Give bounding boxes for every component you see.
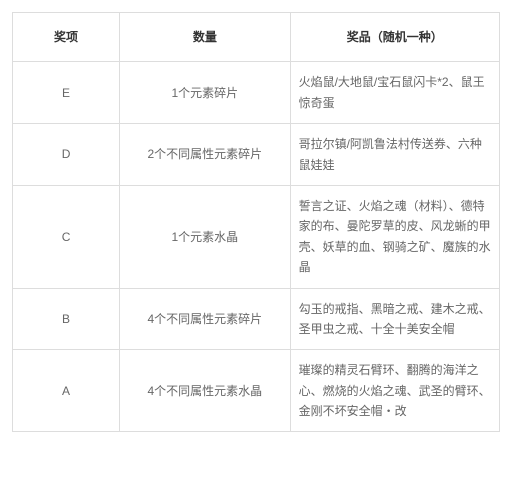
cell-prize: 勾玉的戒指、黑暗之戒、建木之戒、圣甲虫之戒、十全十美安全帽 bbox=[290, 288, 499, 350]
table-row: E 1个元素碎片 火焰鼠/大地鼠/宝石鼠闪卡*2、鼠王惊奇蛋 bbox=[13, 62, 500, 124]
table-row: A 4个不同属性元素水晶 璀璨的精灵石臂环、翻腾的海洋之心、燃烧的火焰之魂、武圣… bbox=[13, 350, 500, 432]
cell-award: B bbox=[13, 288, 120, 350]
rewards-table: 奖项 数量 奖品（随机一种） E 1个元素碎片 火焰鼠/大地鼠/宝石鼠闪卡*2、… bbox=[12, 12, 500, 432]
table-row: C 1个元素水晶 誓言之证、火焰之魂（材料）、德特家的布、曼陀罗草的皮、风龙蜥的… bbox=[13, 185, 500, 288]
cell-prize: 誓言之证、火焰之魂（材料）、德特家的布、曼陀罗草的皮、风龙蜥的甲壳、妖草的血、钢… bbox=[290, 185, 499, 288]
cell-quantity: 1个元素碎片 bbox=[120, 62, 290, 124]
cell-award: C bbox=[13, 185, 120, 288]
cell-quantity: 4个不同属性元素水晶 bbox=[120, 350, 290, 432]
cell-quantity: 4个不同属性元素碎片 bbox=[120, 288, 290, 350]
cell-award: D bbox=[13, 124, 120, 186]
cell-prize: 璀璨的精灵石臂环、翻腾的海洋之心、燃烧的火焰之魂、武圣的臂环、金刚不坏安全帽・改 bbox=[290, 350, 499, 432]
table-header-row: 奖项 数量 奖品（随机一种） bbox=[13, 13, 500, 62]
cell-award: A bbox=[13, 350, 120, 432]
header-award: 奖项 bbox=[13, 13, 120, 62]
header-quantity: 数量 bbox=[120, 13, 290, 62]
table-row: D 2个不同属性元素碎片 哥拉尔镇/阿凯鲁法村传送券、六种鼠娃娃 bbox=[13, 124, 500, 186]
cell-quantity: 2个不同属性元素碎片 bbox=[120, 124, 290, 186]
cell-prize: 哥拉尔镇/阿凯鲁法村传送券、六种鼠娃娃 bbox=[290, 124, 499, 186]
cell-award: E bbox=[13, 62, 120, 124]
cell-quantity: 1个元素水晶 bbox=[120, 185, 290, 288]
cell-prize: 火焰鼠/大地鼠/宝石鼠闪卡*2、鼠王惊奇蛋 bbox=[290, 62, 499, 124]
header-prize: 奖品（随机一种） bbox=[290, 13, 499, 62]
table-row: B 4个不同属性元素碎片 勾玉的戒指、黑暗之戒、建木之戒、圣甲虫之戒、十全十美安… bbox=[13, 288, 500, 350]
